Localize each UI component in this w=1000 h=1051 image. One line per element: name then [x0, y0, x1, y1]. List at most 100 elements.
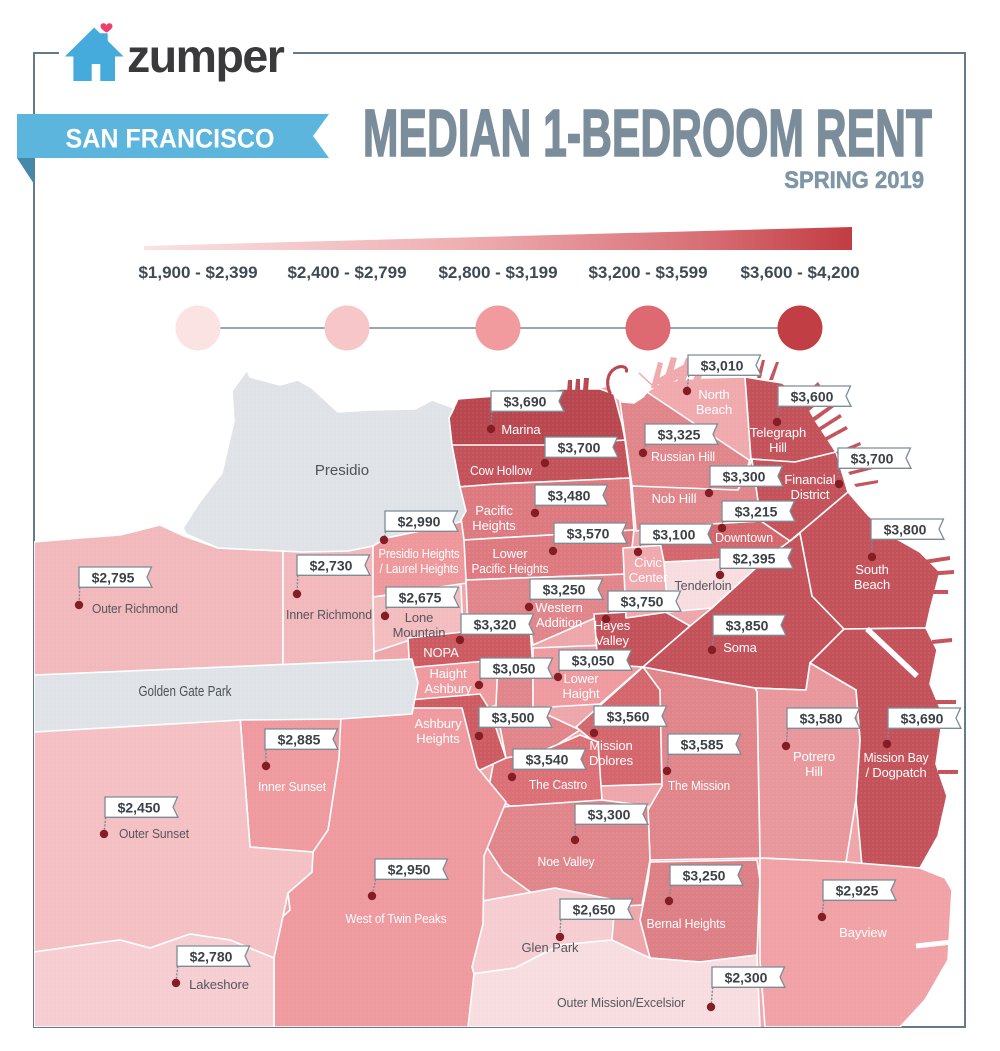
svg-text:$1,900 - $2,399: $1,900 - $2,399 — [138, 263, 257, 282]
svg-text:Lakeshore: Lakeshore — [189, 977, 249, 992]
svg-text:Haight: Haight — [563, 686, 600, 701]
svg-text:$3,585: $3,585 — [681, 736, 724, 752]
svg-text:District: District — [791, 487, 830, 502]
svg-text:Ashbury: Ashbury — [415, 716, 463, 731]
svg-text:The Mission: The Mission — [668, 778, 730, 793]
svg-text:Beach: Beach — [696, 402, 732, 417]
svg-text:Center: Center — [629, 570, 668, 585]
svg-text:$2,730: $2,730 — [310, 557, 353, 573]
svg-text:$2,885: $2,885 — [278, 731, 321, 747]
svg-text:Hill: Hill — [805, 764, 823, 779]
svg-text:Marina: Marina — [501, 422, 541, 437]
svg-text:Presidio: Presidio — [315, 462, 369, 479]
svg-text:Bernal Heights: Bernal Heights — [647, 916, 727, 931]
svg-text:Nob Hill: Nob Hill — [652, 491, 697, 506]
svg-text:Heights: Heights — [416, 731, 460, 746]
svg-text:Downtown: Downtown — [715, 530, 773, 545]
svg-text:Inner Sunset: Inner Sunset — [258, 779, 326, 794]
svg-text:$3,100: $3,100 — [653, 526, 696, 542]
svg-text:Lone: Lone — [405, 610, 434, 625]
svg-text:$3,200 - $3,599: $3,200 - $3,599 — [588, 263, 707, 282]
svg-text:$3,300: $3,300 — [723, 468, 766, 484]
svg-text:Civic: Civic — [634, 555, 662, 570]
svg-text:Hayes: Hayes — [594, 618, 631, 633]
svg-text:$3,800: $3,800 — [884, 521, 927, 537]
svg-text:West of Twin Peaks: West of Twin Peaks — [346, 911, 448, 926]
svg-text:$2,395: $2,395 — [733, 550, 776, 566]
svg-text:$3,540: $3,540 — [526, 751, 569, 767]
svg-text:$3,570: $3,570 — [567, 525, 610, 541]
svg-text:Valley: Valley — [595, 633, 629, 648]
svg-text:$3,560: $3,560 — [607, 708, 650, 724]
svg-text:Ashbury: Ashbury — [425, 681, 473, 696]
svg-text:Outer Sunset: Outer Sunset — [119, 826, 189, 841]
svg-text:$3,250: $3,250 — [543, 581, 586, 597]
svg-text:$3,750: $3,750 — [621, 593, 664, 609]
svg-text:$2,400 - $2,799: $2,400 - $2,799 — [287, 263, 406, 282]
svg-text:$3,850: $3,850 — [726, 617, 769, 633]
svg-text:$3,580: $3,580 — [800, 710, 843, 726]
svg-text:$2,300: $2,300 — [725, 969, 768, 985]
svg-text:Lower: Lower — [493, 546, 529, 561]
svg-text:$3,050: $3,050 — [572, 652, 615, 668]
svg-text:$3,250: $3,250 — [683, 867, 726, 883]
svg-text:Presidio Heights: Presidio Heights — [379, 546, 461, 561]
svg-text:North: North — [698, 387, 729, 402]
svg-text:Mountain: Mountain — [393, 625, 446, 640]
svg-text:Noe Valley: Noe Valley — [538, 854, 596, 869]
svg-text:Western: Western — [535, 600, 582, 615]
svg-text:$2,950: $2,950 — [388, 861, 431, 877]
svg-text:Outer Mission/Excelsior: Outer Mission/Excelsior — [557, 995, 686, 1010]
svg-text:Addition: Addition — [536, 615, 582, 630]
svg-text:$3,320: $3,320 — [474, 616, 517, 632]
svg-text:Pacific Heights: Pacific Heights — [472, 561, 550, 576]
svg-text:Haight: Haight — [430, 666, 467, 681]
svg-text:$3,700: $3,700 — [558, 439, 601, 455]
svg-text:Heights: Heights — [472, 518, 516, 533]
svg-text:$3,690: $3,690 — [901, 710, 944, 726]
svg-text:$3,300: $3,300 — [588, 806, 631, 822]
svg-text:$2,925: $2,925 — [836, 882, 879, 898]
svg-text:Golden Gate Park: Golden Gate Park — [139, 683, 232, 700]
svg-text:$2,650: $2,650 — [573, 901, 616, 917]
svg-text:Financial: Financial — [784, 472, 835, 487]
svg-text:Pacific: Pacific — [475, 503, 513, 518]
svg-text:NOPA: NOPA — [423, 645, 459, 660]
svg-text:$2,780: $2,780 — [190, 948, 233, 964]
svg-text:$3,010: $3,010 — [701, 357, 744, 373]
svg-text:Outer Richmond: Outer Richmond — [92, 601, 178, 616]
svg-text:$3,500: $3,500 — [492, 709, 535, 725]
svg-text:Glen Park: Glen Park — [522, 940, 580, 955]
svg-text:$2,800 - $3,199: $2,800 - $3,199 — [438, 263, 557, 282]
svg-text:Soma: Soma — [723, 640, 757, 655]
svg-text:Telegraph: Telegraph — [750, 425, 806, 440]
svg-text:/ Laurel Heights: / Laurel Heights — [380, 561, 460, 576]
svg-text:The Castro: The Castro — [529, 777, 587, 792]
svg-text:Dolores: Dolores — [589, 753, 634, 768]
svg-text:$3,690: $3,690 — [504, 393, 547, 409]
svg-text:$2,990: $2,990 — [398, 513, 441, 529]
svg-text:Russian Hill: Russian Hill — [651, 449, 715, 464]
svg-text:$2,795: $2,795 — [92, 569, 135, 585]
svg-text:Mission: Mission — [589, 738, 632, 753]
svg-text:$3,215: $3,215 — [735, 503, 778, 519]
svg-text:$3,480: $3,480 — [548, 487, 591, 503]
svg-text:SAN FRANCISCO: SAN FRANCISCO — [66, 124, 275, 154]
svg-text:Beach: Beach — [854, 577, 890, 592]
svg-text:/ Dogpatch: / Dogpatch — [866, 765, 927, 780]
svg-text:$2,450: $2,450 — [118, 799, 161, 815]
svg-text:$3,325: $3,325 — [658, 426, 701, 442]
svg-text:$2,675: $2,675 — [399, 589, 442, 605]
svg-text:$3,700: $3,700 — [851, 450, 894, 466]
svg-text:$3,600: $3,600 — [791, 388, 834, 404]
svg-text:Bayview: Bayview — [839, 925, 887, 940]
svg-text:Hill: Hill — [769, 440, 787, 455]
svg-text:$3,600 - $4,200: $3,600 - $4,200 — [740, 263, 859, 282]
svg-text:Inner Richmond: Inner Richmond — [286, 607, 372, 622]
svg-text:South: South — [855, 562, 888, 577]
svg-text:Cow Hollow: Cow Hollow — [470, 463, 533, 478]
svg-text:Mission Bay: Mission Bay — [864, 750, 930, 765]
svg-text:$3,050: $3,050 — [493, 660, 536, 676]
svg-text:Lower: Lower — [564, 671, 600, 686]
svg-text:Potrero: Potrero — [793, 749, 835, 764]
